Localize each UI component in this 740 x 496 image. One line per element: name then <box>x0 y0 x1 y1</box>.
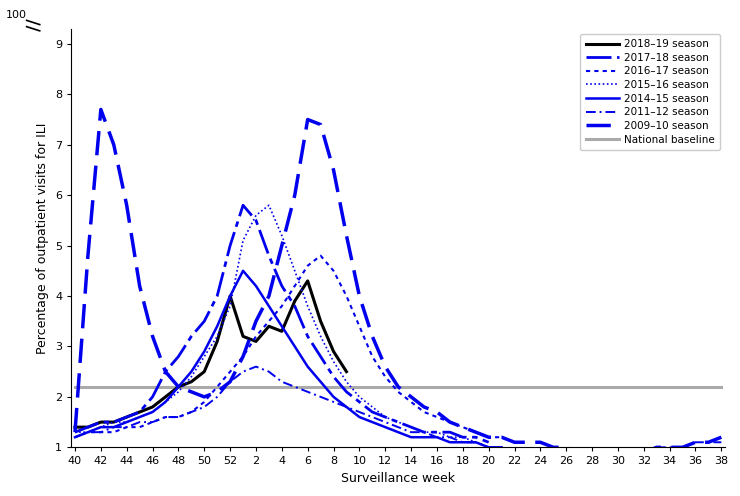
Y-axis label: Percentage of outpatient visits for ILI: Percentage of outpatient visits for ILI <box>36 123 50 354</box>
Legend: 2018–19 season, 2017–18 season, 2016–17 season, 2015–16 season, 2014–15 season, : 2018–19 season, 2017–18 season, 2016–17 … <box>580 34 720 150</box>
X-axis label: Surveillance week: Surveillance week <box>341 472 455 485</box>
Text: 100: 100 <box>6 10 27 20</box>
